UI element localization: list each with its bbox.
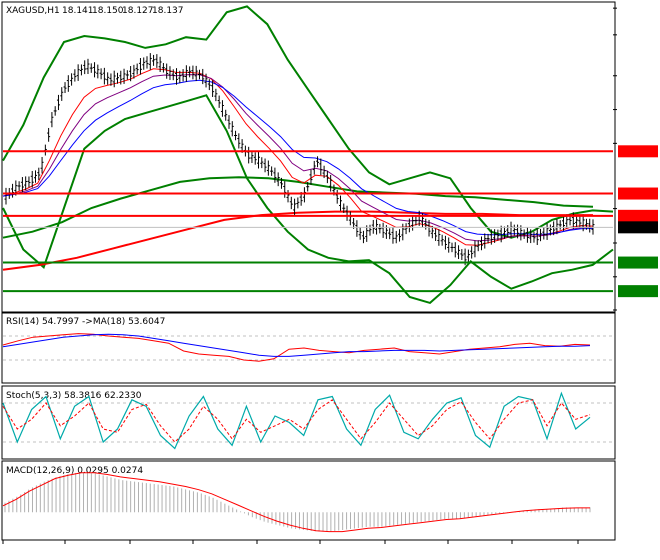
instrument-open: 18.141 [62, 6, 94, 16]
rsi-ma-line [2, 333, 591, 357]
macd-signal-line [2, 472, 590, 533]
main-panel-frame [1, 1, 616, 313]
bollinger-lower-line [2, 94, 614, 305]
level-tag-box [618, 209, 658, 222]
stoch-plot [2, 391, 613, 450]
instrument-low: 18.127 [122, 6, 154, 16]
stoch-main-line [2, 391, 591, 450]
rsi-line [2, 333, 591, 362]
stoch-label: Stoch(5,3,3) 58.3816 62.2330 [6, 391, 142, 401]
macd-panel-frame [1, 460, 616, 541]
level-tag-box [618, 285, 658, 298]
level-tag-box [618, 187, 658, 200]
sma-slow-line [2, 176, 594, 239]
instrument-close: 18.137 [152, 6, 184, 16]
main-plot [2, 5, 614, 305]
sma-long-line [2, 210, 593, 271]
instrument-symbol: XAGUSD,H1 [6, 6, 60, 16]
level-tag-box [618, 145, 658, 158]
stoch-panel-frame [1, 385, 616, 460]
rsi-panel-frame [1, 312, 616, 384]
stoch-signal-line [2, 399, 591, 443]
last-price-tag-box [618, 221, 658, 234]
instrument-high: 18.150 [92, 6, 124, 16]
axis-labels [2, 7, 658, 544]
macd-plot [2, 472, 591, 533]
rsi-label: RSI(14) 54.7997 ->MA(18) 53.6047 [6, 317, 165, 327]
macd-label: MACD(12,26,9) 0.0295 0.0274 [6, 466, 143, 476]
level-tag-box [618, 256, 658, 269]
rsi-plot [2, 333, 613, 362]
